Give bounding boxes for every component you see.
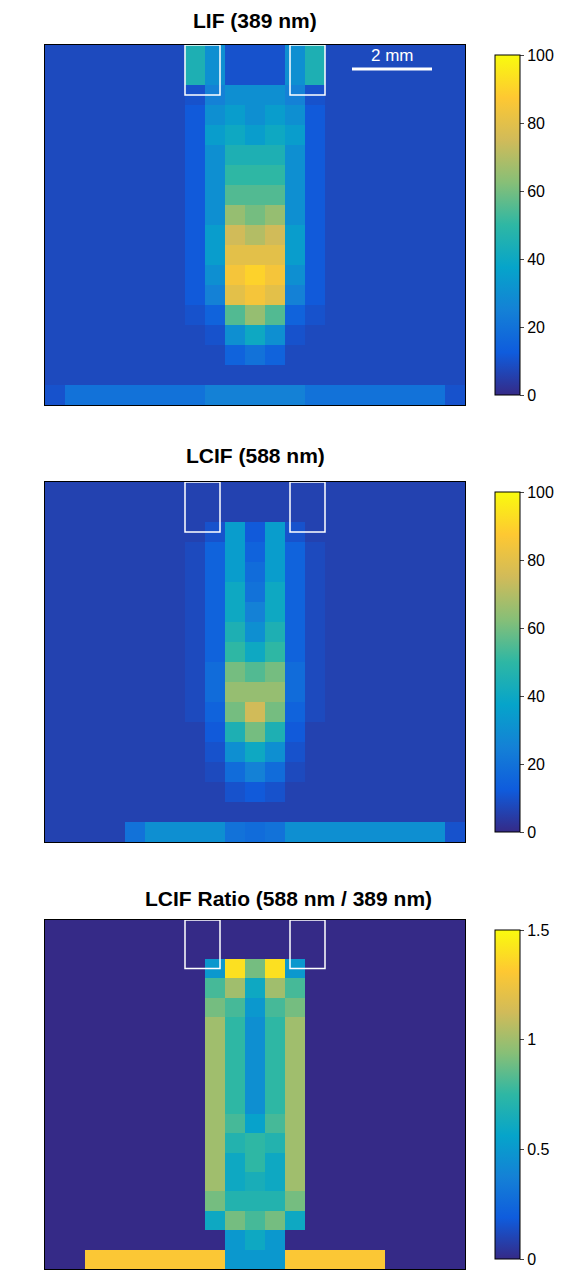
svg-text:100: 100 — [527, 484, 554, 501]
svg-text:LIF (389 nm): LIF (389 nm) — [193, 9, 317, 32]
svg-text:80: 80 — [527, 552, 545, 569]
svg-text:40: 40 — [527, 688, 545, 705]
svg-text:0.5: 0.5 — [527, 1141, 549, 1158]
svg-text:2 mm: 2 mm — [371, 46, 414, 65]
svg-text:0: 0 — [527, 387, 536, 404]
svg-text:80: 80 — [527, 115, 545, 132]
svg-text:20: 20 — [527, 319, 545, 336]
svg-text:60: 60 — [527, 620, 545, 637]
svg-text:LCIF Ratio (588 nm / 389 nm): LCIF Ratio (588 nm / 389 nm) — [145, 887, 432, 910]
svg-text:0: 0 — [527, 824, 536, 841]
svg-text:20: 20 — [527, 756, 545, 773]
svg-text:1: 1 — [527, 1031, 536, 1048]
svg-text:0: 0 — [527, 1251, 536, 1268]
svg-text:40: 40 — [527, 251, 545, 268]
svg-text:1.5: 1.5 — [527, 922, 549, 939]
svg-text:100: 100 — [527, 47, 554, 64]
svg-text:LCIF (588 nm): LCIF (588 nm) — [186, 444, 325, 467]
svg-text:60: 60 — [527, 183, 545, 200]
